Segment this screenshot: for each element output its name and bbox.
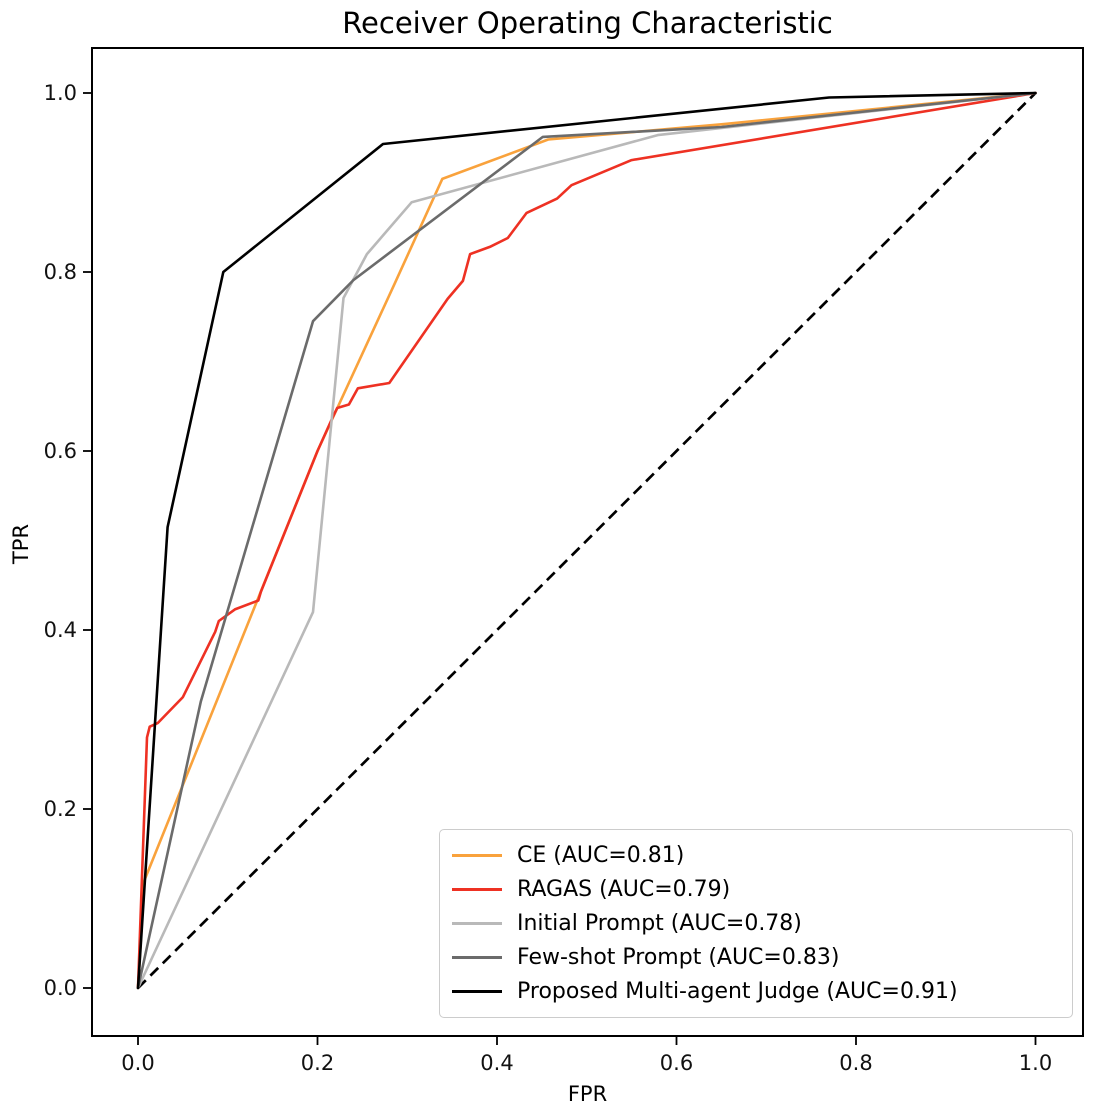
svg-text:0.2: 0.2	[301, 1051, 334, 1075]
legend-item-proposed-judge: Proposed Multi-agent Judge (AUC=0.91)	[452, 979, 1060, 1004]
svg-text:0.6: 0.6	[44, 439, 77, 463]
legend-label: Initial Prompt (AUC=0.78)	[517, 910, 802, 936]
legend-item-initial-prompt: Initial Prompt (AUC=0.78)	[452, 911, 1060, 936]
proposed-judge-line-swatch	[452, 990, 502, 994]
ragas-line-swatch	[452, 887, 502, 891]
svg-text:0.8: 0.8	[44, 260, 77, 284]
legend: CE (AUC=0.81) RAGAS (AUC=0.79) Initial P…	[439, 829, 1073, 1018]
chart-title: Receiver Operating Characteristic	[342, 6, 833, 40]
svg-text:0.0: 0.0	[44, 976, 77, 1000]
ce-line-swatch	[452, 853, 502, 857]
x-axis-label: FPR	[567, 1082, 608, 1106]
y-axis-label: TPR	[9, 523, 33, 565]
legend-label: RAGAS (AUC=0.79)	[517, 876, 731, 902]
svg-text:0.2: 0.2	[44, 797, 77, 821]
svg-text:1.0: 1.0	[44, 81, 77, 105]
svg-text:0.4: 0.4	[44, 618, 77, 642]
initial-prompt-line-swatch	[452, 921, 502, 925]
svg-text:0.0: 0.0	[121, 1051, 154, 1075]
legend-label: CE (AUC=0.81)	[517, 842, 685, 868]
legend-item-few-shot-prompt: Few-shot Prompt (AUC=0.83)	[452, 945, 1060, 970]
svg-text:0.4: 0.4	[480, 1051, 513, 1075]
legend-label: Few-shot Prompt (AUC=0.83)	[517, 945, 840, 971]
svg-text:0.8: 0.8	[839, 1051, 872, 1075]
legend-item-ce: CE (AUC=0.81)	[452, 843, 1060, 868]
svg-text:0.6: 0.6	[660, 1051, 693, 1075]
few-shot-prompt-line-swatch	[452, 956, 502, 960]
legend-label: Proposed Multi-agent Judge (AUC=0.91)	[517, 979, 958, 1005]
legend-item-ragas: RAGAS (AUC=0.79)	[452, 877, 1060, 902]
svg-text:1.0: 1.0	[1019, 1051, 1052, 1075]
